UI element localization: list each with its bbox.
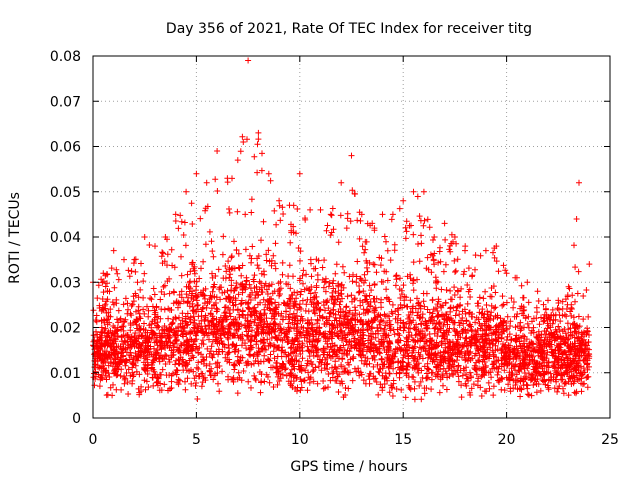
- x-tick-label: 25: [601, 432, 619, 448]
- roti-markers: [90, 57, 593, 403]
- y-tick-label: 0.07: [50, 94, 81, 110]
- x-axis-title: GPS time / hours: [290, 459, 407, 475]
- chart-title: Day 356 of 2021, Rate Of TEC Index for r…: [166, 21, 532, 37]
- y-tick-label: 0.01: [50, 366, 81, 382]
- y-tick-label: 0.05: [50, 185, 81, 201]
- data-points: [90, 57, 593, 403]
- y-tick-label: 0.06: [50, 140, 81, 156]
- y-tick-label: 0.08: [50, 49, 81, 65]
- x-tick-label: 5: [192, 432, 201, 448]
- x-tick-label: 20: [498, 432, 516, 448]
- y-tick-label: 0: [72, 411, 81, 427]
- y-tick-label: 0.04: [50, 230, 81, 246]
- gridlines: [93, 56, 610, 418]
- y-tick-label: 0.03: [50, 275, 81, 291]
- x-tick-label: 15: [394, 432, 412, 448]
- axis-ticks: 0 5 10 15 20 25 0 0.01 0.02 0.03 0.04 0.05 0.06 0.07 0…: [50, 49, 619, 448]
- x-tick-label: 0: [89, 432, 98, 448]
- y-axis-title: ROTI / TECUs: [7, 192, 23, 284]
- x-tick-label: 10: [291, 432, 309, 448]
- y-tick-label: 0.02: [50, 321, 81, 337]
